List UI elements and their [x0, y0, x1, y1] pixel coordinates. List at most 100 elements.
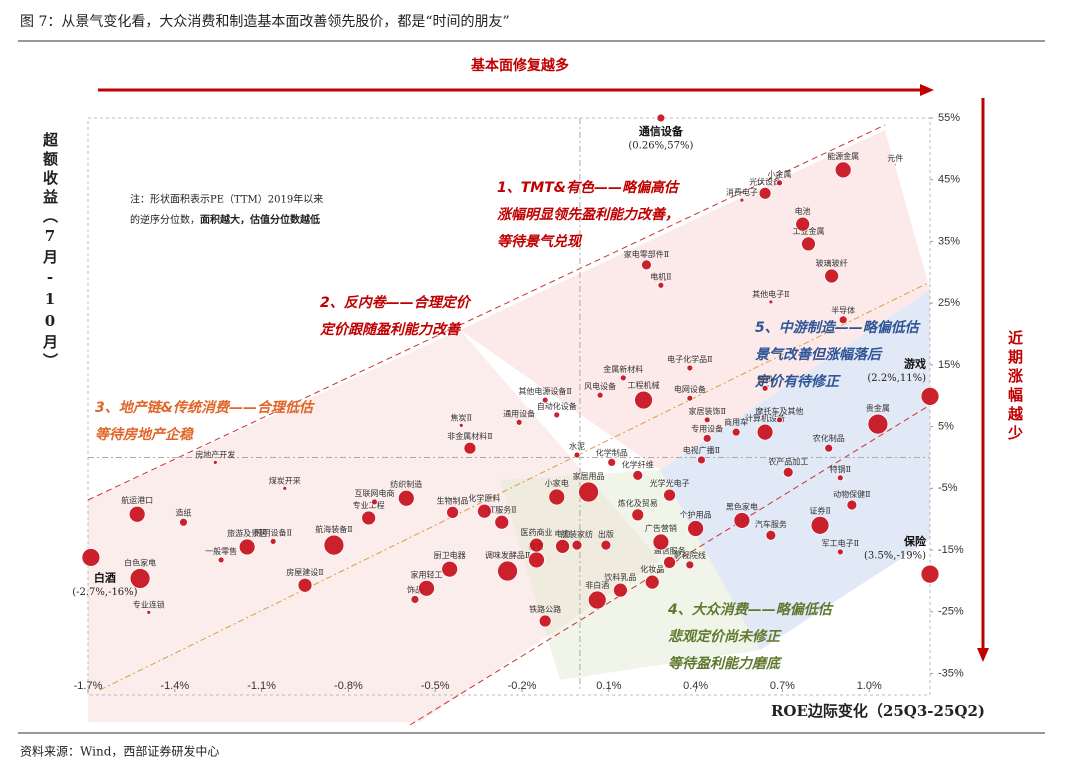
- region-3: [88, 330, 660, 722]
- point-label: 专用设备: [691, 423, 723, 433]
- point: [497, 560, 518, 582]
- point-label: 小家电: [545, 478, 569, 488]
- point: [538, 614, 552, 628]
- highlight-annotation: (-2.7%,-16%): [72, 587, 137, 598]
- point: [634, 390, 653, 410]
- note: 注：形状面积表示PE（TTM）2019年以来: [130, 193, 323, 206]
- point-label: 小金属: [768, 169, 792, 179]
- point-label: 广告营销: [645, 523, 677, 533]
- point: [685, 560, 695, 570]
- point: [528, 551, 545, 569]
- point-label: 造纸: [175, 507, 191, 517]
- point-label: 计算机设备: [745, 413, 785, 423]
- point: [687, 520, 705, 537]
- point-label: 一般零售: [205, 546, 237, 556]
- point: [733, 512, 751, 529]
- point-label: 消费电子: [726, 187, 758, 197]
- point: [361, 510, 377, 526]
- point: [834, 161, 852, 179]
- region-4: [500, 470, 760, 680]
- point-label: 农产品加工: [768, 456, 808, 466]
- point-label: 旅游及景区: [227, 528, 267, 538]
- group-label: 1、TMT&有色——略偏高估: [497, 179, 680, 196]
- x-tick-label: 0.1%: [596, 680, 621, 692]
- point: [756, 423, 774, 441]
- point-label: 电子化学品Ⅱ: [667, 354, 712, 364]
- point: [836, 548, 844, 556]
- point-label: 玻璃玻纤: [816, 258, 848, 268]
- note-bold: 面积越大，估值分位数越低: [200, 213, 320, 226]
- group-label: 定价跟随盈利能力改善: [319, 321, 462, 338]
- point-label: 白色家电: [124, 557, 156, 567]
- point-label: 水泥: [569, 441, 585, 451]
- point: [920, 386, 940, 406]
- point: [212, 459, 218, 465]
- point-label: 风电设备: [584, 381, 616, 391]
- point-label: 动物保健Ⅱ: [833, 489, 870, 499]
- point: [297, 577, 313, 593]
- point-label: 证券Ⅱ: [809, 505, 830, 515]
- x-tick-label: -1.1%: [247, 680, 276, 692]
- point-label: 其他电源设备Ⅱ: [518, 386, 571, 396]
- point: [587, 590, 607, 610]
- point: [765, 529, 777, 541]
- arrow-head: [977, 648, 989, 662]
- point-label: 铁路公路: [529, 604, 561, 614]
- highlight-annotation: (2.2%,11%): [867, 373, 926, 384]
- point-label: 房地产开发: [195, 449, 235, 459]
- highlight-label: 通信设备: [639, 124, 684, 138]
- region-5: [660, 290, 930, 650]
- plot-frame: [87, 117, 931, 696]
- point: [686, 364, 694, 372]
- point-label: 自动化设备: [537, 401, 577, 411]
- point: [129, 568, 151, 589]
- point: [846, 499, 858, 511]
- point-label: 金属新材料: [603, 364, 643, 374]
- point: [758, 186, 772, 200]
- point-label: 工业金属: [792, 226, 824, 236]
- point: [631, 508, 645, 522]
- point-label: 黑色家电: [726, 501, 758, 511]
- point-label: IT服务Ⅱ: [487, 504, 517, 514]
- point-label: 家电零部件Ⅱ: [624, 249, 669, 259]
- point: [418, 579, 435, 597]
- point-label: 医药商业: [520, 527, 552, 537]
- point-label: 饰品: [407, 584, 423, 594]
- y-axis-label: 超额收益（7月-10月）: [41, 132, 59, 372]
- y-tick-label: -35%: [938, 667, 964, 679]
- point: [619, 374, 627, 382]
- point-label: 能源金属: [827, 151, 859, 161]
- point: [600, 539, 612, 551]
- point-label: 调味发酵品Ⅱ: [485, 550, 530, 560]
- point: [893, 163, 897, 167]
- point: [217, 556, 225, 564]
- point: [596, 391, 604, 399]
- point-label: 电池: [795, 206, 811, 216]
- point-label: 饮料乳品: [604, 572, 636, 582]
- point-label: 元件: [887, 153, 903, 163]
- highlight-label: 白酒: [94, 570, 116, 584]
- point-label: 家居装饰Ⅱ: [688, 406, 725, 416]
- point: [553, 411, 561, 419]
- x-tick-label: -1.4%: [160, 680, 189, 692]
- x-tick-label: -0.2%: [508, 680, 537, 692]
- band-line: [87, 124, 886, 501]
- x-tick-label: 1.0%: [857, 680, 882, 692]
- group-label: 等待房地产企稳: [95, 426, 194, 443]
- point-label: 个护用品: [680, 509, 712, 519]
- region-1: [460, 130, 930, 470]
- top-arrow-label: 基本面修复越多: [471, 57, 569, 74]
- point: [128, 505, 146, 523]
- point-label: 家用轻工: [411, 569, 443, 579]
- point: [541, 396, 549, 404]
- point-label: 化学原料: [468, 493, 500, 503]
- point-label: 焦炭Ⅱ: [451, 412, 472, 422]
- point: [494, 514, 510, 530]
- point: [410, 595, 420, 604]
- point-label: 专业工程: [353, 500, 385, 510]
- point: [238, 538, 256, 556]
- point: [529, 537, 544, 553]
- point: [323, 534, 345, 556]
- point: [703, 416, 711, 424]
- group-label: 景气改善但涨幅落后: [755, 346, 883, 363]
